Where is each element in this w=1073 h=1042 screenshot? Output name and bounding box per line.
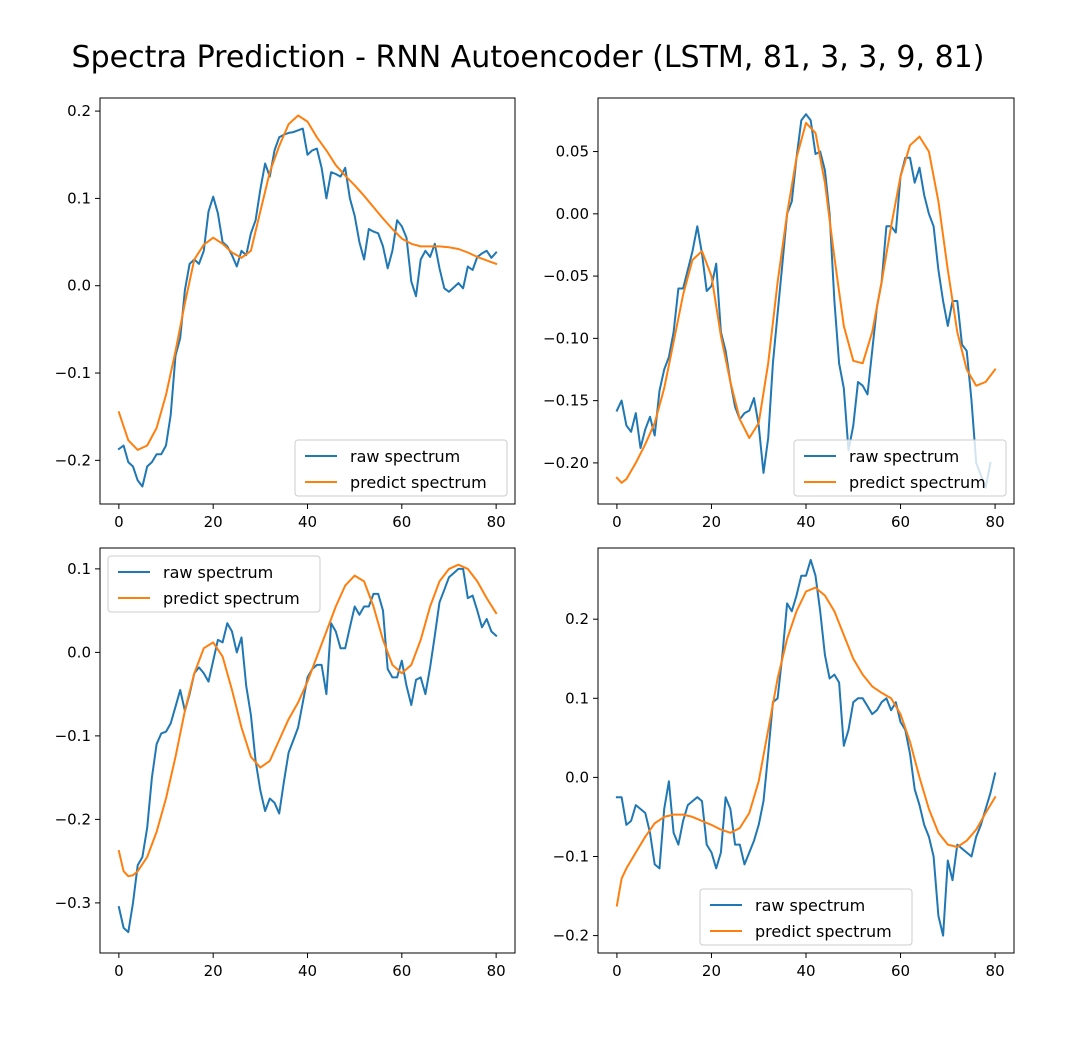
legend-box (793, 439, 1007, 497)
y-tick-label: 0.2 (67, 102, 91, 120)
predict-spectrum-line (117, 563, 498, 878)
y-tick-label: −0.05 (543, 267, 589, 285)
y-tick-label: 0.0 (67, 643, 91, 661)
x-tick-label: 20 (204, 513, 223, 531)
x-tick-label: 60 (891, 513, 910, 531)
raw-spectrum-line (117, 567, 498, 934)
legend-label-raw: raw spectrum (849, 447, 959, 466)
y-tick-label: −0.1 (55, 727, 91, 745)
legend-box (107, 555, 321, 613)
raw-spectrum-line (615, 558, 997, 937)
legend-label-predict: predict spectrum (849, 473, 986, 492)
x-tick-label: 40 (298, 962, 317, 980)
legend-box (294, 439, 508, 497)
y-tick-label: −0.20 (543, 454, 589, 472)
x-tick-label: 80 (487, 962, 506, 980)
x-tick-label: 0 (114, 513, 124, 531)
legend-label-raw: raw spectrum (755, 896, 865, 915)
raw-spectrum-line (117, 127, 498, 488)
x-tick-label: 0 (612, 513, 622, 531)
legend: raw spectrum predict spectrum (107, 555, 321, 613)
x-tick-label: 80 (487, 513, 506, 531)
x-tick-label: 20 (702, 962, 721, 980)
figure-title: Spectra Prediction - RNN Autoencoder (LS… (71, 40, 985, 75)
legend: raw spectrum predict spectrum (294, 439, 508, 497)
x-tick-label: 40 (796, 513, 815, 531)
x-tick-label: 60 (392, 962, 411, 980)
legend-label-raw: raw spectrum (350, 447, 460, 466)
legend-label-predict: predict spectrum (163, 589, 300, 608)
x-tick-label: 60 (891, 962, 910, 980)
x-tick-label: 60 (392, 513, 411, 531)
x-tick-label: 0 (114, 962, 124, 980)
subplot-2: 0 20 40 60 80 0.05 0.00 −0.05 −0.10 −0.15 −0.20 raw… (543, 97, 1015, 531)
predict-spectrum-line (615, 121, 997, 484)
legend-label-raw: raw spectrum (163, 563, 273, 582)
y-tick-label: 0.2 (565, 610, 589, 628)
x-tick-label: 80 (986, 513, 1005, 531)
subplot-4: 0 20 40 60 80 0.2 0.1 0.0 −0.1 −0.2 raw spectrum pr… (553, 547, 1015, 980)
y-tick-label: 0.0 (565, 768, 589, 786)
y-tick-label: 0.05 (556, 143, 589, 161)
x-tick-label: 0 (612, 962, 622, 980)
legend-box (699, 888, 913, 946)
legend-label-predict: predict spectrum (350, 473, 487, 492)
x-tick-label: 20 (204, 962, 223, 980)
y-tick-label: −0.2 (553, 927, 589, 945)
predict-spectrum-line (117, 114, 498, 451)
y-tick-label: 0.1 (67, 560, 91, 578)
raw-spectrum-line (615, 113, 992, 489)
x-tick-label: 40 (796, 962, 815, 980)
x-tick-label: 80 (986, 962, 1005, 980)
y-tick-label: 0.1 (565, 689, 589, 707)
y-tick-label: −0.3 (55, 894, 91, 912)
y-tick-label: 0.0 (67, 277, 91, 295)
y-tick-label: −0.10 (543, 329, 589, 347)
y-tick-label: −0.1 (55, 364, 91, 382)
subplot-1: 0 20 40 60 80 0.2 0.1 0.0 −0.1 −0.2 raw spectrum pr… (55, 97, 516, 531)
subplot-3: 0 20 40 60 80 0.1 0.0 −0.1 −0.2 −0.3 raw spectrum p… (55, 547, 516, 980)
legend: raw spectrum predict spectrum (793, 439, 1007, 497)
y-tick-label: 0.1 (67, 189, 91, 207)
predict-spectrum-line (615, 586, 997, 907)
legend: raw spectrum predict spectrum (699, 888, 913, 946)
x-tick-label: 20 (702, 513, 721, 531)
y-tick-label: −0.15 (543, 392, 589, 410)
y-tick-label: −0.1 (553, 847, 589, 865)
legend-label-predict: predict spectrum (755, 922, 892, 941)
y-tick-label: −0.2 (55, 810, 91, 828)
y-tick-label: 0.00 (556, 205, 589, 223)
y-tick-label: −0.2 (55, 451, 91, 469)
x-tick-label: 40 (298, 513, 317, 531)
